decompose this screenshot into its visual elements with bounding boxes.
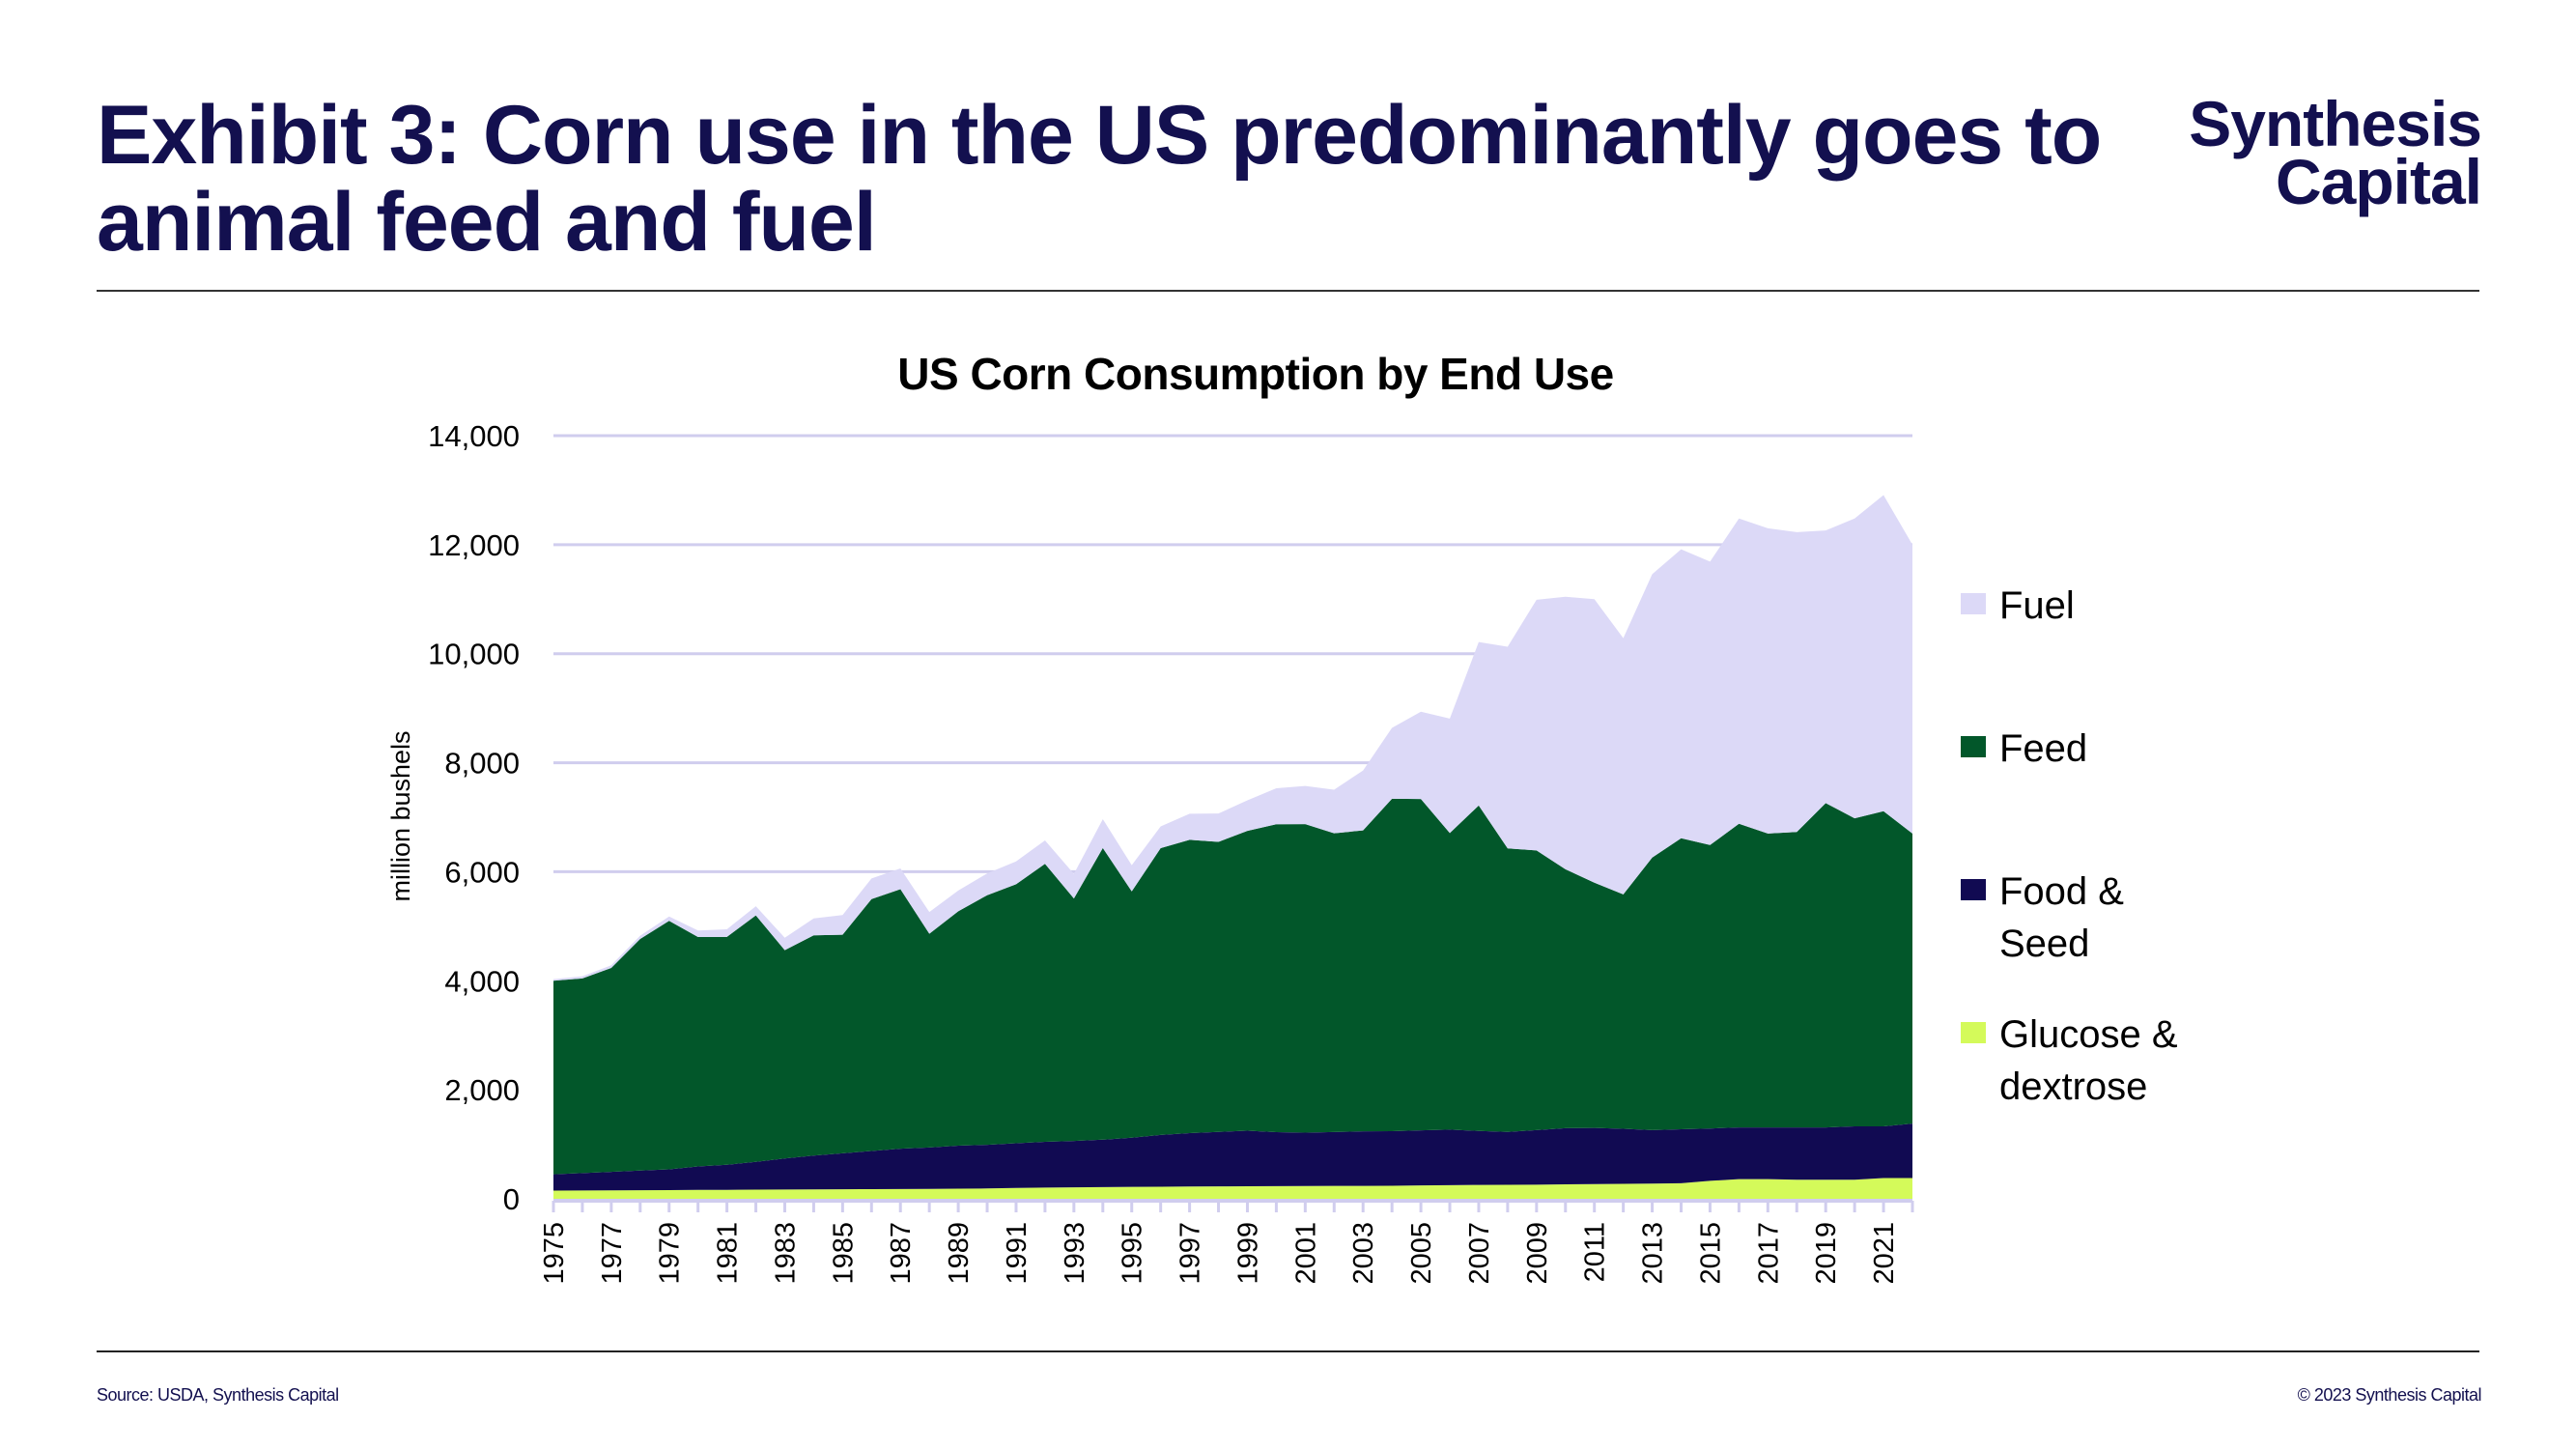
x-tick-label: 1975 <box>539 1222 570 1285</box>
x-tick-label: 1981 <box>713 1222 744 1285</box>
chart-title: US Corn Consumption by End Use <box>897 349 1614 399</box>
x-tick-label: 2021 <box>1869 1222 1900 1285</box>
x-tick-label: 1993 <box>1060 1222 1090 1285</box>
footer-divider <box>97 1350 2479 1352</box>
x-tick-label: 2019 <box>1811 1222 1842 1285</box>
y-tick-label: 10,000 <box>428 638 520 671</box>
legend-swatch-fuel <box>1961 593 1986 614</box>
legend-swatch-feed <box>1961 736 1986 757</box>
x-tick-label: 1997 <box>1175 1222 1206 1285</box>
area-fuel <box>553 495 1912 981</box>
x-axis-tick-labels: 1975 1977 1979 1981 1983 1985 1987 1989 1991 1993… <box>539 1222 1900 1285</box>
x-tick-label: 2015 <box>1695 1222 1726 1285</box>
x-tick-label: 2001 <box>1290 1222 1321 1285</box>
y-axis-tick-labels: 0 2,000 4,000 6,000 8,000 10,000 12,000 14,000 <box>428 419 520 1216</box>
logo-line-2: Capital <box>2275 146 2482 217</box>
area-food-seed <box>553 1123 1912 1191</box>
header-divider <box>97 290 2479 292</box>
y-tick-label: 14,000 <box>428 419 520 453</box>
x-tick-label: 2007 <box>1464 1222 1495 1285</box>
legend-label-fuel: Fuel <box>1999 584 2075 627</box>
x-axis <box>552 1199 1914 1212</box>
y-tick-label: 12,000 <box>428 528 520 562</box>
legend-label-feed: Feed <box>1999 727 2088 770</box>
company-logo: Synthesis Capital <box>2189 88 2482 217</box>
legend-label-glucose-dextrose: Glucose & dextrose <box>1999 1013 2178 1108</box>
x-tick-label: 2011 <box>1580 1222 1611 1282</box>
y-tick-label: 6,000 <box>444 855 520 889</box>
x-tick-label: 1985 <box>828 1222 859 1285</box>
x-tick-label: 1995 <box>1118 1222 1148 1285</box>
area-glucose-dextrose <box>553 1178 1912 1199</box>
page-title: Exhibit 3: Corn use in the US predominan… <box>97 89 2102 269</box>
y-tick-label: 0 <box>503 1182 520 1216</box>
x-tick-label: 1979 <box>655 1222 686 1285</box>
y-tick-label: 4,000 <box>444 964 520 998</box>
copyright-note: © 2023 Synthesis Capital <box>2297 1385 2482 1405</box>
logo-line-1: Synthesis <box>2189 88 2482 159</box>
x-tick-label: 1977 <box>597 1222 628 1285</box>
legend-label-food-seed: Food & Seed <box>1999 870 2124 965</box>
legend-swatch-food-seed <box>1961 879 1986 900</box>
x-tick-label: 1991 <box>1002 1222 1033 1285</box>
x-tick-label: 2013 <box>1638 1222 1669 1285</box>
x-tick-label: 2009 <box>1522 1222 1553 1285</box>
x-tick-label: 1989 <box>944 1222 975 1285</box>
x-tick-label: 2005 <box>1406 1222 1437 1285</box>
y-tick-label: 8,000 <box>444 747 520 781</box>
y-axis-label: million bushels <box>386 730 415 901</box>
area-feed <box>553 798 1912 1175</box>
x-tick-label: 1983 <box>770 1222 801 1285</box>
x-tick-label: 1987 <box>886 1222 917 1285</box>
x-tick-label: 1999 <box>1232 1222 1263 1285</box>
area-series <box>553 495 1912 1199</box>
source-note: Source: USDA, Synthesis Capital <box>97 1385 339 1405</box>
legend-swatch-glucose-dextrose <box>1961 1022 1986 1043</box>
x-tick-label: 2003 <box>1348 1222 1379 1285</box>
x-tick-label: 2017 <box>1753 1222 1784 1285</box>
y-tick-label: 2,000 <box>444 1073 520 1107</box>
